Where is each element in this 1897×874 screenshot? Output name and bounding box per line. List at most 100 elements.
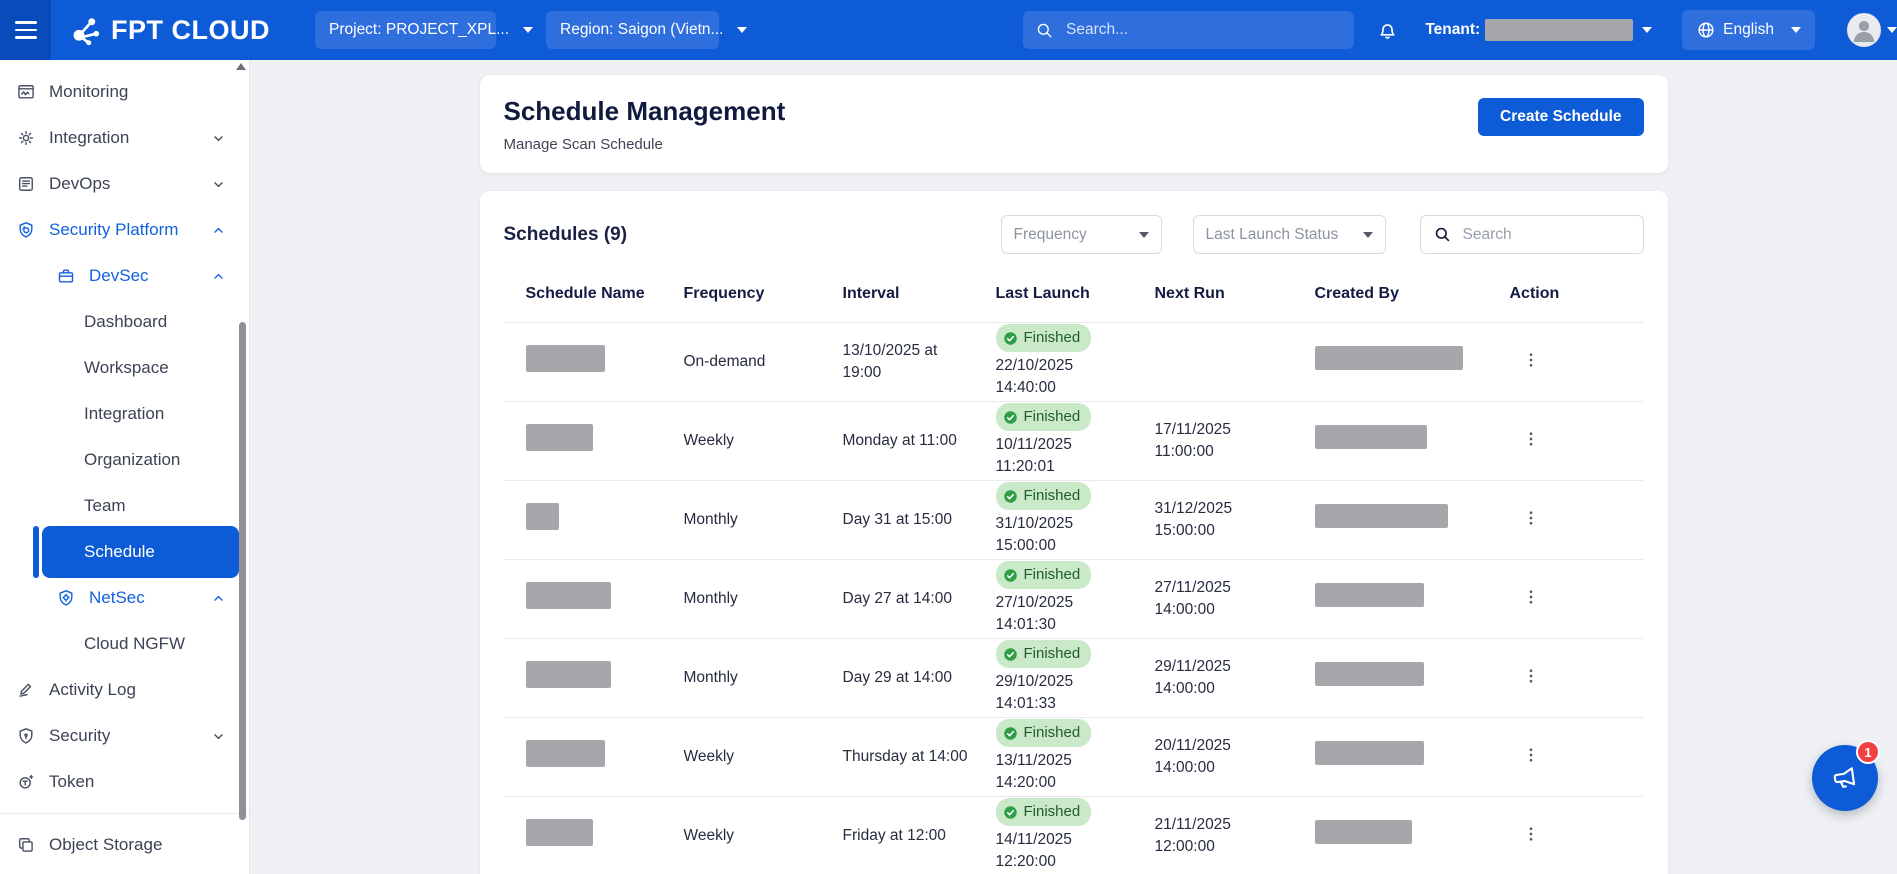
sidebar-item-team[interactable]: Team	[0, 483, 249, 529]
global-search-input[interactable]	[1064, 20, 1343, 40]
main-content: Schedule Management Manage Scan Schedule…	[250, 60, 1897, 874]
chevron-down-icon	[1887, 27, 1897, 33]
chevron-down-icon	[212, 178, 225, 191]
chevron-up-icon	[212, 270, 225, 283]
last-launch-cell: Finished 27/10/2025 14:01:30	[995, 561, 1155, 637]
last-launch-time: 14/11/2025 12:20:00	[995, 830, 1072, 871]
activity-log-icon	[16, 680, 36, 700]
notifications-bell-icon[interactable]	[1376, 19, 1399, 42]
schedule-name-redacted	[525, 660, 611, 688]
created-by-redacted	[1314, 741, 1424, 766]
row-actions-kebab-button[interactable]	[1516, 504, 1546, 532]
sidebar-scrollbar-thumb[interactable]	[239, 322, 246, 820]
top-navbar: FPT CLOUD Project: PROJECT_XPL... Region…	[0, 0, 1897, 60]
table-row: Monthly Day 29 at 14:00 Finished 29/10/2025…	[503, 638, 1644, 717]
frequency-cell: Monthly	[683, 589, 738, 607]
kebab-menu-icon	[1529, 748, 1532, 762]
schedule-name-redacted	[525, 344, 605, 372]
row-actions-kebab-button[interactable]	[1516, 741, 1546, 769]
chevron-down-icon	[1138, 231, 1149, 238]
object-storage-icon	[16, 835, 36, 855]
announcements-fab-button[interactable]: 1	[1812, 740, 1880, 811]
row-actions-kebab-button[interactable]	[1516, 346, 1546, 374]
last-launch-time: 29/10/2025 14:01:33	[995, 672, 1074, 713]
sidebar-item-token[interactable]: Token	[0, 759, 249, 805]
frequency-filter-select[interactable]: Frequency	[1000, 215, 1162, 254]
schedule-name-redacted	[525, 581, 611, 609]
table-search-input[interactable]	[1460, 224, 1631, 245]
sidebar-scrollbar-up-arrow[interactable]	[236, 63, 246, 70]
sidebar-item-cloud-ngfw[interactable]: Cloud NGFW	[0, 621, 249, 667]
search-icon	[1035, 21, 1054, 40]
next-run-cell: 17/11/2025 11:00:00	[1154, 420, 1231, 460]
page-title: Schedule Management	[503, 96, 786, 126]
last-launch-time: 27/10/2025 14:01:30	[995, 593, 1074, 634]
column-header-frequency: Frequency	[683, 285, 765, 302]
language-selector[interactable]: English	[1682, 10, 1815, 50]
schedules-count-title: Schedules (9)	[503, 223, 628, 245]
sidebar-item-integration[interactable]: Integration	[0, 391, 249, 437]
status-badge: Finished	[995, 640, 1092, 668]
sidebar-item-label: Object Storage	[49, 835, 163, 854]
devsec-icon	[56, 266, 76, 286]
language-label: English	[1723, 21, 1774, 38]
avatar	[1847, 13, 1881, 47]
next-run-cell: 21/11/2025 12:00:00	[1154, 815, 1231, 855]
project-selector[interactable]: Project: PROJECT_XPL...	[315, 11, 534, 49]
row-actions-kebab-button[interactable]	[1516, 662, 1546, 690]
sidebar-item-workspace[interactable]: Workspace	[0, 345, 249, 391]
schedule-name-redacted	[525, 739, 605, 767]
frequency-cell: Monthly	[683, 510, 738, 528]
next-run-cell: 27/11/2025 14:00:00	[1154, 578, 1231, 618]
column-header-schedule-name: Schedule Name	[525, 285, 645, 302]
last-launch-time: 31/10/2025 15:00:00	[995, 514, 1074, 555]
status-label: Finished	[1023, 408, 1081, 426]
fpt-cloud-logo[interactable]: FPT CLOUD	[67, 12, 270, 48]
sidebar-item-label: DevOps	[49, 174, 111, 193]
interval-cell: Friday at 12:00	[842, 826, 946, 844]
create-schedule-button[interactable]: Create Schedule	[1478, 98, 1644, 136]
column-header-interval: Interval	[842, 285, 900, 302]
next-run-cell: 29/11/2025 14:00:00	[1154, 657, 1231, 697]
interval-cell: Day 27 at 14:00	[842, 589, 952, 607]
sidebar-item-devsec[interactable]: DevSec	[0, 253, 249, 299]
sidebar-item-netsec[interactable]: NetSec	[0, 575, 249, 621]
project-selector-label: Project: PROJECT_XPL...	[329, 21, 510, 38]
sidebar-item-activity-log[interactable]: Activity Log	[0, 667, 249, 713]
hamburger-menu-button[interactable]	[0, 0, 51, 60]
table-row: Monthly Day 31 at 15:00 Finished 31/10/2025…	[503, 480, 1644, 559]
sidebar-item-label: Monitoring	[49, 82, 129, 101]
schedule-name-redacted	[525, 502, 559, 530]
sidebar-item-security[interactable]: Security	[0, 713, 249, 759]
row-actions-kebab-button[interactable]	[1516, 583, 1546, 611]
schedules-card: Schedules (9) Frequency Last Launch Stat…	[479, 191, 1668, 874]
created-by-redacted	[1314, 504, 1448, 529]
row-actions-kebab-button[interactable]	[1516, 425, 1546, 453]
sidebar-item-object-storage[interactable]: Object Storage	[0, 822, 249, 868]
kebab-menu-icon	[1529, 669, 1532, 683]
sidebar-item-devops[interactable]: DevOps	[0, 161, 249, 207]
last-launch-status-filter-select[interactable]: Last Launch Status	[1192, 215, 1386, 254]
status-badge: Finished	[995, 561, 1092, 589]
status-label: Finished	[1023, 724, 1081, 742]
table-header-row: Schedule Name Frequency Interval Last Launc…	[504, 266, 1644, 322]
sidebar-item-integration[interactable]: Integration	[0, 115, 249, 161]
sidebar-item-dashboard[interactable]: Dashboard	[0, 299, 249, 345]
last-launch-time: 10/11/2025 11:20:01	[995, 435, 1072, 476]
sidebar-item-organization[interactable]: Organization	[0, 437, 249, 483]
globe-icon	[1696, 20, 1716, 40]
security-icon	[16, 726, 36, 746]
table-row: Monthly Day 27 at 14:00 Finished 27/10/2025…	[503, 559, 1644, 638]
user-menu[interactable]	[1847, 13, 1897, 47]
sidebar-item-security-platform[interactable]: Security Platform	[0, 207, 249, 253]
region-selector[interactable]: Region: Saigon (Vietn...	[546, 11, 748, 49]
tenant-selector[interactable]: Tenant:	[1425, 19, 1653, 41]
sidebar-item-schedule[interactable]: Schedule	[42, 526, 239, 578]
chevron-down-icon	[1362, 231, 1373, 238]
megaphone-icon	[1830, 763, 1860, 793]
chevron-down-icon	[212, 730, 225, 743]
sidebar-item-monitoring[interactable]: Monitoring	[0, 69, 249, 115]
interval-cell: Day 29 at 14:00	[842, 668, 952, 686]
row-actions-kebab-button[interactable]	[1516, 820, 1546, 848]
page-subtitle: Manage Scan Schedule	[503, 136, 663, 153]
